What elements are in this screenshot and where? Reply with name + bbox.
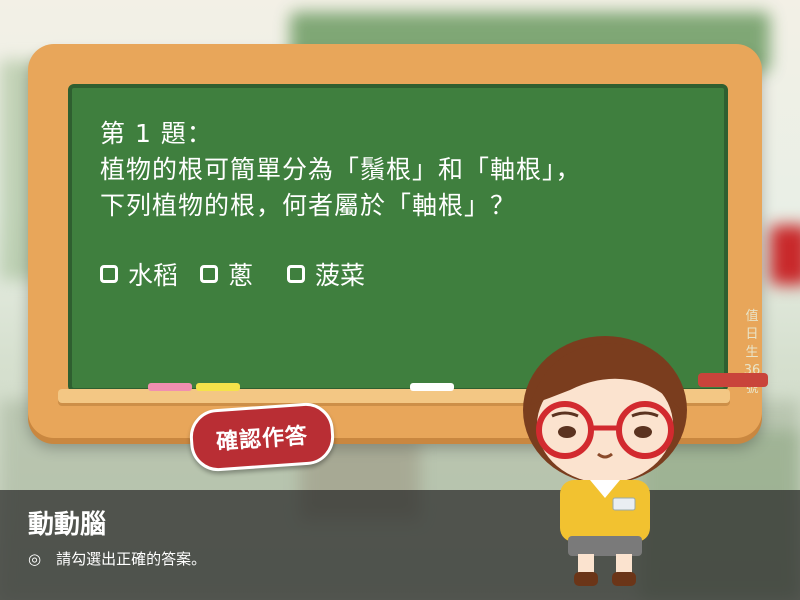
instruction-bar: 動動腦 ◎ 請勾選出正確的答案。: [0, 490, 800, 600]
eraser-icon: [698, 373, 768, 387]
question-text-line1: 植物的根可簡單分為「鬚根」和「軸根」，: [100, 155, 582, 184]
option-label: 菠菜: [315, 261, 366, 290]
option-scallion[interactable]: 蔥: [200, 256, 253, 292]
pink-chalk-icon: [148, 383, 192, 391]
option-spinach[interactable]: 菠菜: [287, 256, 365, 292]
option-label: 水稻: [128, 261, 179, 290]
question-text-line2: 下列植物的根，何者屬於「軸根」？: [100, 191, 517, 220]
confirm-answer-label: 確認作答: [215, 423, 309, 456]
checkbox-icon[interactable]: [100, 265, 118, 283]
instruction-text: ◎ 請勾選出正確的答案。: [28, 550, 207, 568]
teacher-character-icon: [523, 336, 687, 586]
checkbox-icon[interactable]: [287, 265, 306, 283]
option-label: 蔥: [228, 261, 254, 290]
instruction-title: 動動腦: [28, 510, 107, 540]
yellow-chalk-icon: [196, 383, 240, 391]
confirm-answer-button[interactable]: 確認作答: [188, 401, 336, 473]
white-chalk-icon: [410, 383, 454, 391]
answer-options: 水稻 蔥 菠菜: [100, 256, 365, 292]
option-rice[interactable]: 水稻: [100, 256, 178, 292]
checkbox-icon[interactable]: [200, 265, 219, 283]
question-number: 第 1 題：: [100, 119, 213, 148]
